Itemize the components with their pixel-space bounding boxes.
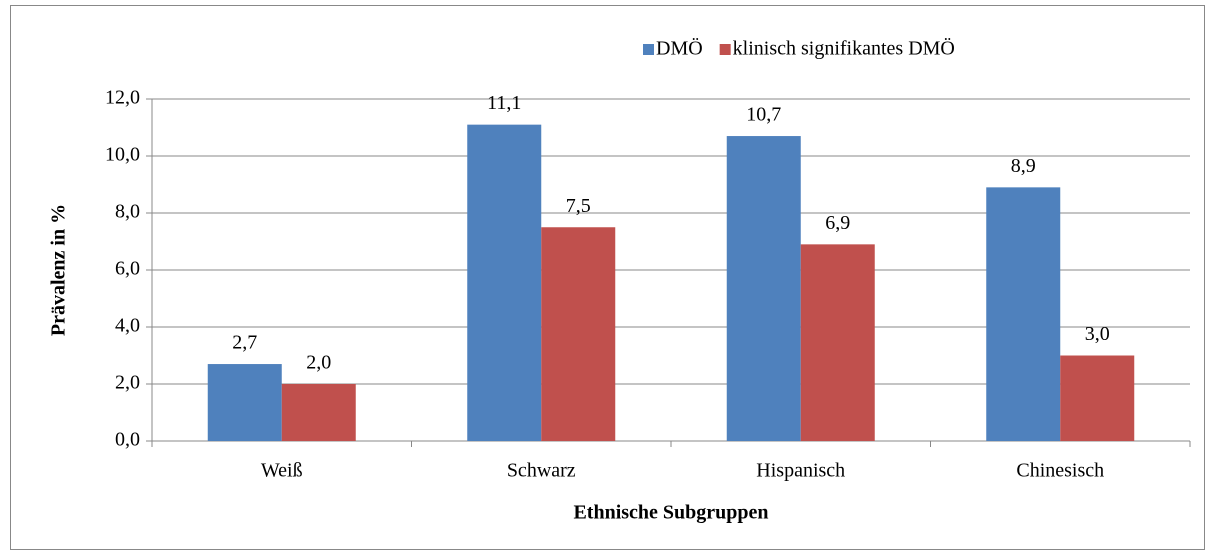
y-tick-label: 0,0: [115, 429, 140, 451]
data-label: 2,0: [306, 352, 331, 374]
y-tick-label: 6,0: [115, 258, 140, 280]
x-axis-label: Ethnische Subgruppen: [573, 502, 768, 524]
y-tick-label: 4,0: [115, 315, 140, 337]
bar: [1060, 355, 1135, 441]
legend-swatch: [719, 44, 731, 55]
bar: [281, 384, 356, 441]
data-label: 11,1: [487, 92, 521, 114]
x-tick-label: Chinesisch: [1016, 460, 1104, 482]
legend-label: DMÖ: [656, 37, 703, 60]
data-label: 3,0: [1085, 323, 1110, 345]
bar: [986, 187, 1061, 441]
x-tick-label: Schwarz: [507, 460, 576, 482]
data-label: 2,7: [232, 332, 257, 354]
legend-label: klinisch signifikantes DMÖ: [733, 37, 955, 60]
bar: [467, 124, 542, 442]
y-tick-label: 12,0: [105, 87, 140, 109]
y-tick-label: 10,0: [105, 144, 140, 166]
data-label: 8,9: [1011, 155, 1036, 177]
legend-swatch: [643, 44, 654, 55]
x-tick-label: Hispanisch: [756, 460, 845, 482]
bar: [541, 227, 616, 441]
bar: [800, 244, 875, 441]
x-tick-label: Weiß: [261, 460, 303, 482]
bar: [726, 136, 801, 442]
y-tick-label: 8,0: [115, 201, 140, 223]
data-label: 10,7: [746, 104, 781, 126]
y-axis-label: Prävalenz in %: [48, 204, 70, 336]
data-label: 7,5: [566, 195, 591, 217]
data-label: 6,9: [825, 212, 850, 234]
bar: [207, 364, 282, 441]
y-tick-label: 2,0: [115, 372, 140, 394]
